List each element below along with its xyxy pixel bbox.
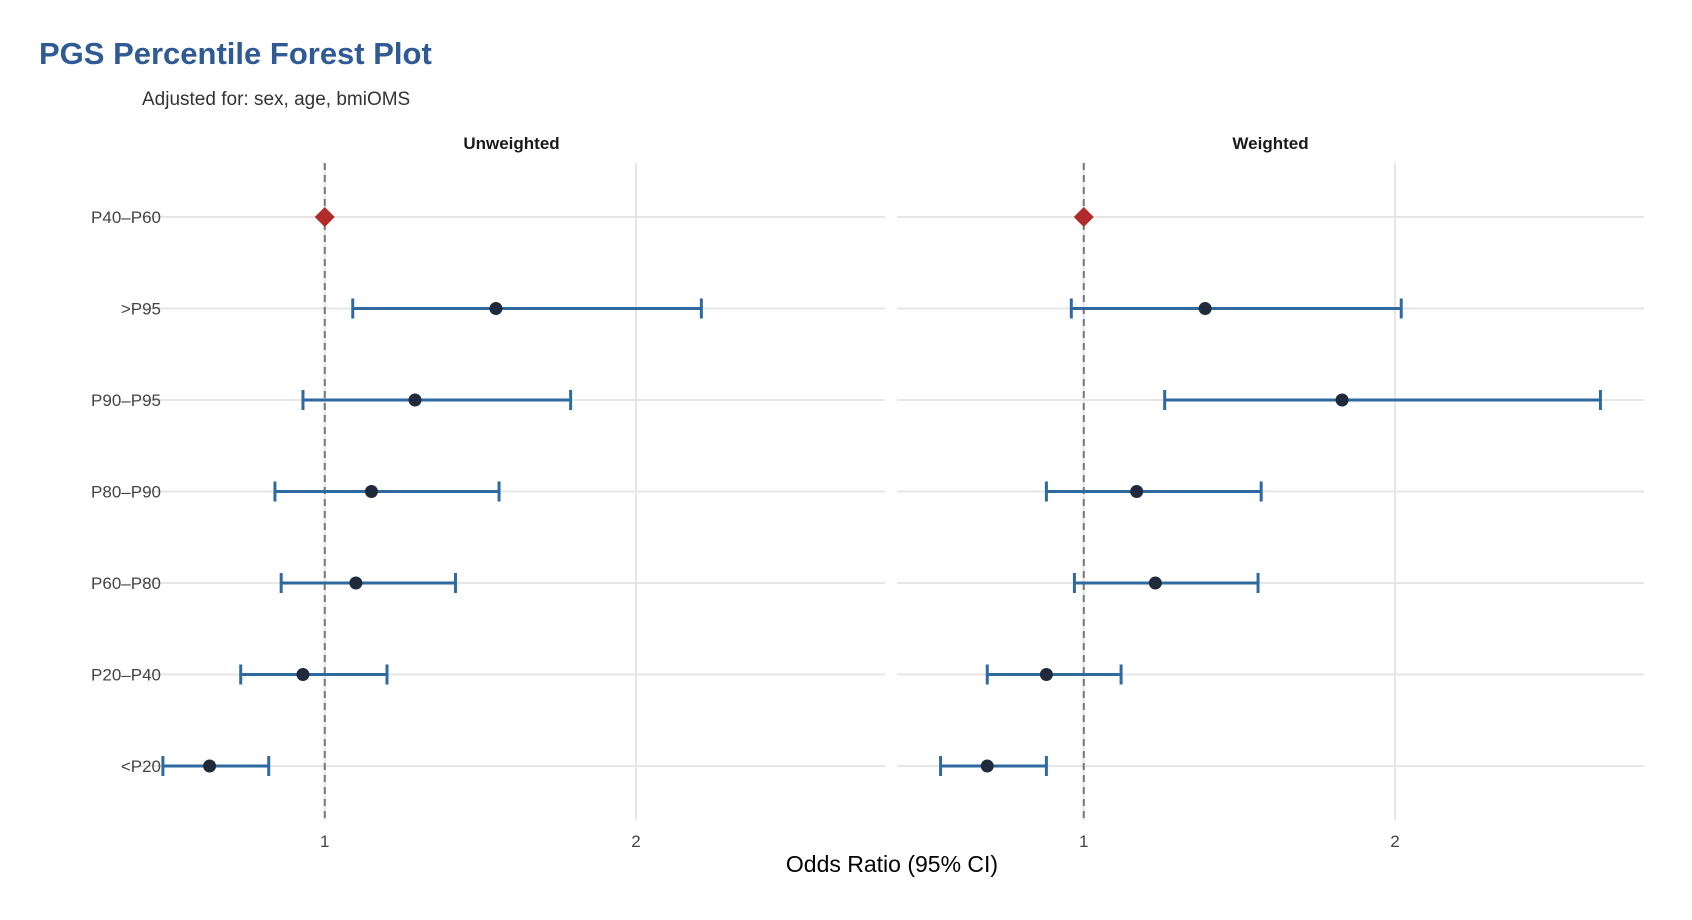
y-tick-label: P40–P60 [91, 208, 161, 227]
chart-labels: P40–P60 >P95 P90–P95 P80–P90 P60–P80 P20–P40 <… [91, 134, 1400, 851]
chart-marks [161, 207, 1602, 776]
chart-title: PGS Percentile Forest Plot [39, 36, 432, 71]
x-tick-label: 1 [320, 832, 329, 851]
point-estimate-weighted-p20-p40 [1039, 668, 1053, 681]
point-estimate-unweighted-p60-p80 [349, 576, 363, 590]
panel-title-weighted: Weighted [1232, 134, 1308, 153]
x-tick-label: 1 [1079, 832, 1088, 851]
point-estimate-weighted-p60-p80 [1148, 576, 1162, 590]
y-tick-label: P20–P40 [91, 666, 161, 685]
point-estimate-weighted-lt-p20 [980, 759, 994, 773]
x-axis-label: Odds Ratio (95% CI) [786, 851, 998, 877]
point-estimate-weighted-gt-p95 [1198, 302, 1212, 315]
point-estimate-unweighted-p20-p40 [296, 668, 310, 681]
panel-title-unweighted: Unweighted [463, 134, 559, 153]
x-tick-label: 2 [1390, 832, 1399, 851]
y-tick-label: P90–P95 [91, 391, 161, 410]
y-tick-label: <P20 [121, 757, 161, 776]
y-tick-label: P80–P90 [91, 483, 161, 502]
point-estimate-unweighted-p90-p95 [408, 393, 422, 407]
y-tick-label: >P95 [121, 300, 161, 319]
y-tick-label: P60–P80 [91, 574, 161, 593]
point-estimate-unweighted-p80-p90 [364, 485, 378, 498]
chart-subtitle: Adjusted for: sex, age, bmiOMS [142, 89, 411, 110]
point-estimate-unweighted-lt-p20 [203, 759, 217, 773]
point-estimate-weighted-p90-p95 [1335, 393, 1349, 407]
point-estimate-unweighted-gt-p95 [489, 302, 503, 315]
x-tick-label: 2 [631, 832, 640, 851]
reference-diamond-unweighted [314, 207, 335, 227]
point-estimate-weighted-p80-p90 [1130, 485, 1144, 498]
reference-diamond-weighted [1073, 207, 1094, 227]
